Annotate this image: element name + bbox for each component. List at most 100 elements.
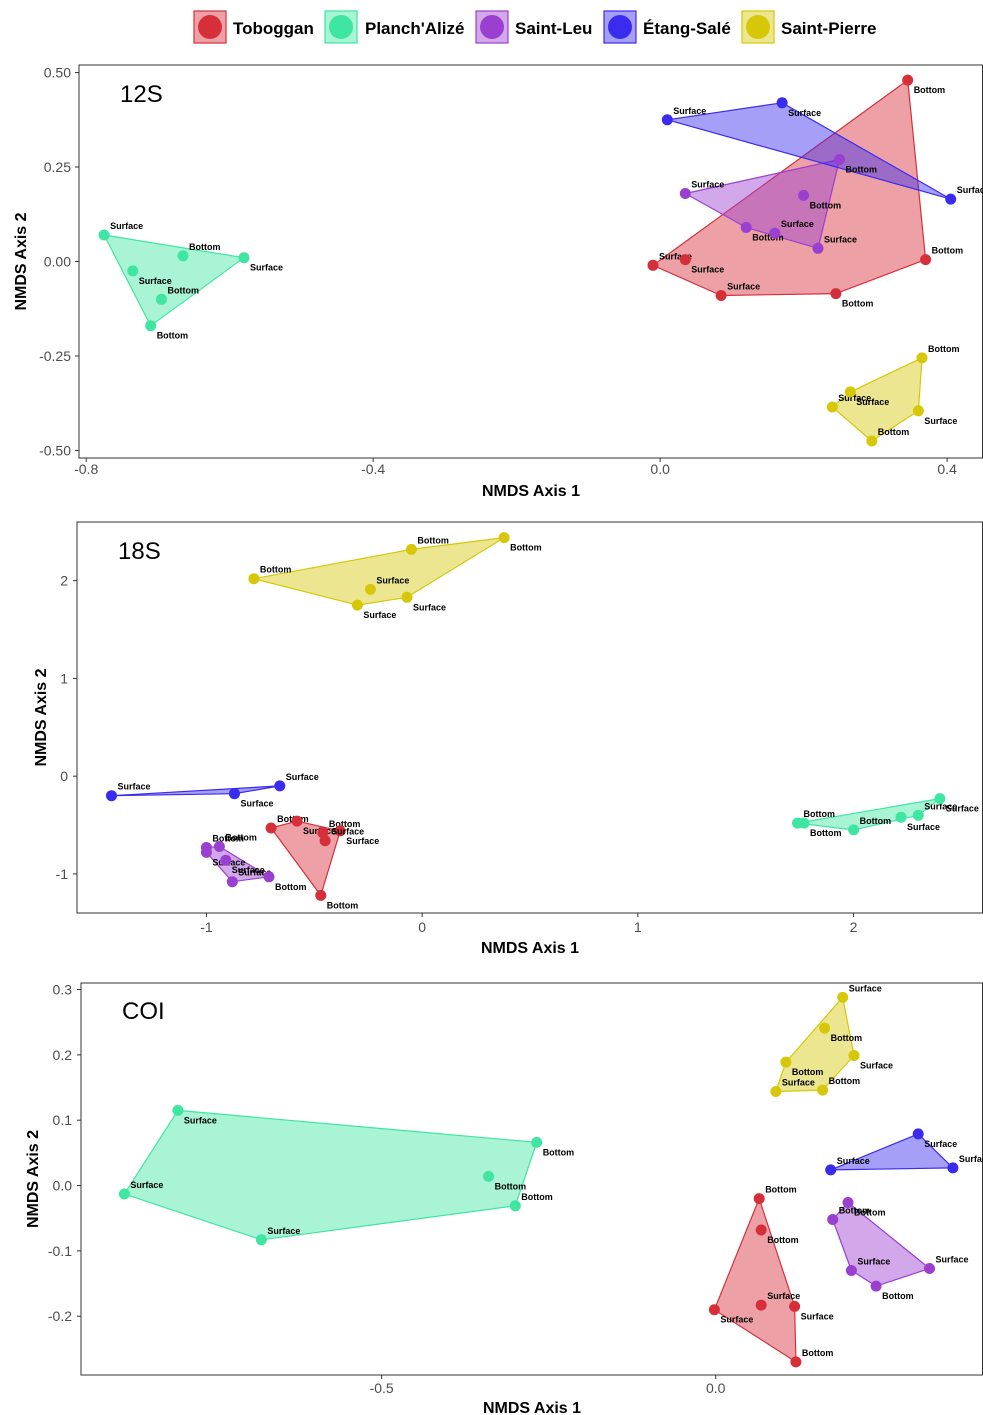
point-label: Surface [331,827,364,837]
point [842,1197,854,1208]
point [920,254,932,266]
hull-toboggan [713,1197,797,1363]
x-axis-title: NMDS Axis 1 [481,940,579,957]
point [145,320,157,332]
point-label: Surface [959,1154,983,1164]
point [238,252,250,264]
point [790,1356,802,1368]
point-label: Bottom [225,833,257,843]
point [817,1084,829,1096]
point [845,1265,857,1276]
point [848,824,860,836]
point-label: Surface [907,822,940,832]
x-tick-label: 2 [850,919,858,935]
legend-label: Saint-Leu [515,19,592,38]
point [405,543,417,555]
point-label: Surface [250,263,283,273]
point-label: Bottom [417,535,449,545]
x-tick-label: -0.4 [361,461,385,477]
point-label: Surface [837,1156,870,1166]
point [798,189,810,201]
series-etang-sale: Surface Surface Surface [661,97,983,205]
point [825,1164,837,1176]
point-label: Surface [946,804,979,814]
point-label: Surface [781,219,814,229]
legend-label: Étang-Salé [643,19,731,38]
point-label: Bottom [765,1185,797,1195]
point-label: Surface [838,393,871,403]
point-label: Surface [860,1061,893,1071]
x-tick-label: 0.4 [937,461,957,477]
point-label: Surface [241,799,274,809]
x-tick-label: -1 [200,919,213,935]
point-label: Surface [346,836,379,846]
point [263,871,275,883]
point-label: Bottom [157,331,189,341]
y-axis-title: NMDS Axis 2 [25,1130,42,1228]
legend: Toboggan Planch'Alizé Saint-Leu Étang-Salé S… [193,10,876,44]
point-label: Surface [130,1180,163,1190]
y-tick-label: 0.3 [53,982,73,998]
legend-item-etang-sale: Étang-Salé [603,10,731,44]
series-toboggan: Surface Surface Surface Bottom Bottom Bottom [647,74,964,309]
point [947,1162,959,1174]
point [274,780,286,792]
point [498,532,510,544]
point [315,889,327,901]
point [118,1188,130,1200]
point-label: Bottom [932,246,964,256]
point-label: Surface [767,1291,800,1301]
point-label: Bottom [878,427,910,437]
point [870,1280,882,1292]
point [509,1200,521,1212]
legend-item-saint-leu: Saint-Leu [475,10,592,44]
series-etang-sale: Surface Surface Surface [106,772,319,809]
legend-marker [198,15,222,39]
point-label: Surface [788,108,821,118]
point-label: Bottom [914,85,946,95]
y-axis-title: NMDS Axis 2 [13,212,30,310]
point-label: Bottom [329,819,361,829]
point [708,1304,720,1316]
x-axis-title: NMDS Axis 1 [483,1400,581,1415]
legend-item-planch-alize: Planch'Alizé [324,10,464,44]
hull-saint-pierre [253,536,505,606]
point-label: Bottom [510,543,541,553]
point [830,288,842,300]
point [156,293,167,305]
point-label: Bottom [882,1291,914,1301]
y-tick-label: 1 [60,670,68,686]
point [844,386,856,398]
point-label: Bottom [802,1348,834,1358]
point-label: Bottom [839,1206,871,1216]
point [848,1050,860,1061]
legend-label: Toboggan [233,19,314,38]
point [255,1234,267,1246]
point-label: Surface [110,221,143,231]
point [319,835,331,847]
point [483,1170,495,1182]
point-label: Bottom [810,200,842,210]
point [769,227,781,239]
point [334,825,346,837]
hull-etang-sale [666,102,952,200]
point [291,815,303,827]
point [200,846,212,858]
point [798,817,810,829]
point [837,991,849,1003]
plot-area: Bottom Bottom Surface Surface Bottom Surface S… [118,983,983,1368]
point [661,114,673,126]
point-label: Bottom [831,1033,863,1043]
y-tick-label: -0.2 [48,1308,72,1324]
point-label: Surface [691,180,724,190]
point-label: Bottom [842,299,874,309]
point [172,1104,184,1116]
point-label: Surface [118,782,151,792]
point-label: Surface [267,1226,300,1236]
point-label: Surface [720,1315,753,1325]
